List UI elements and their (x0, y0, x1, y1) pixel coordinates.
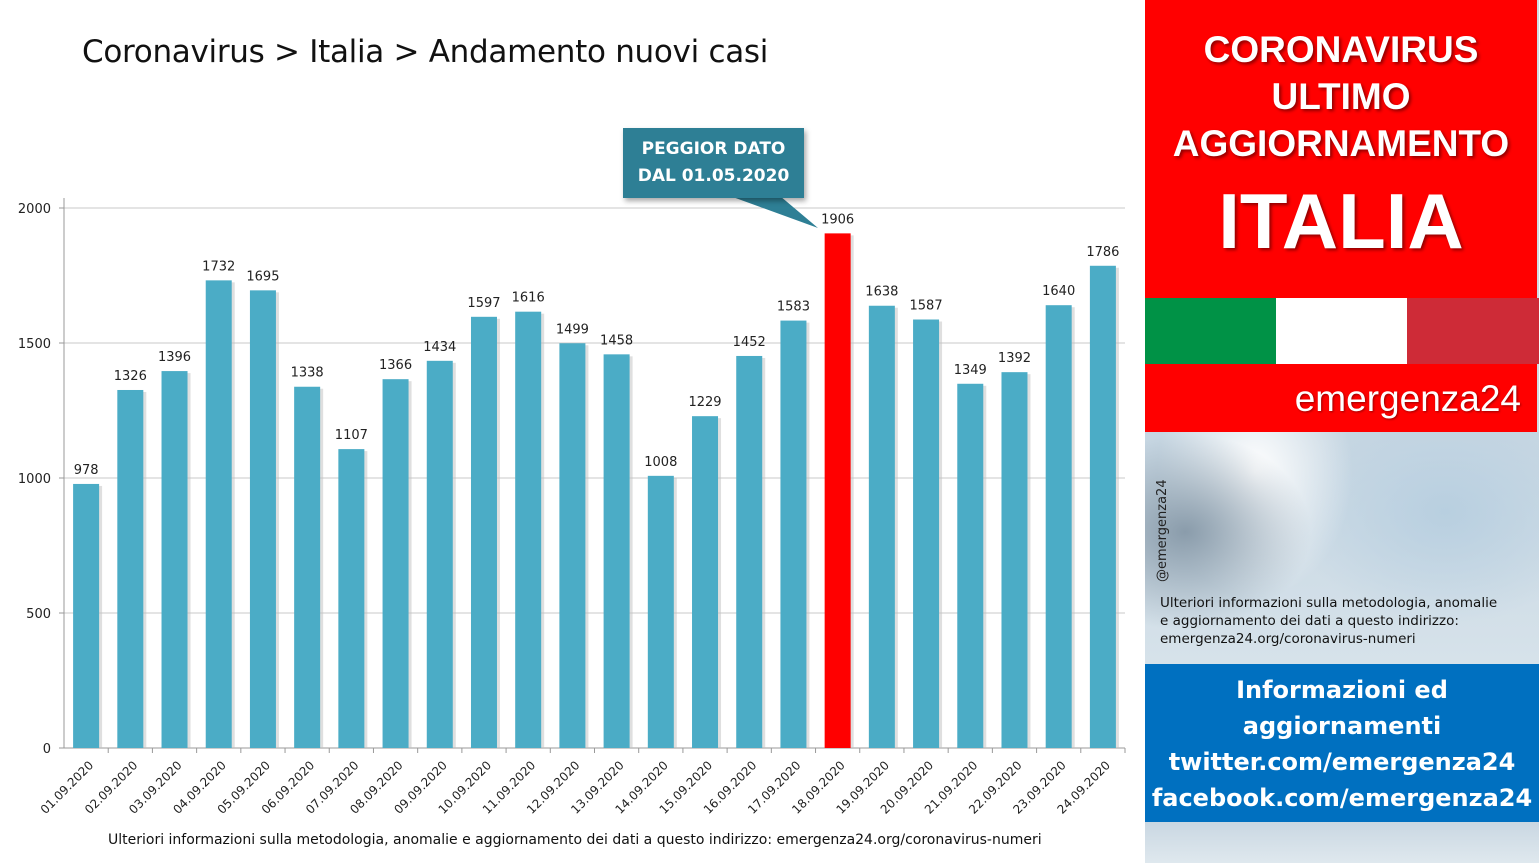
data-label: 1906 (821, 212, 854, 227)
chart-axes (59, 198, 1126, 753)
footer-note: Ulteriori informazioni sulla metodologia… (108, 832, 1042, 848)
data-label: 1338 (291, 366, 324, 381)
data-label: 1597 (467, 296, 500, 311)
x-tick-labels: 01.09.202002.09.202003.09.202004.09.2020… (38, 758, 1113, 816)
bar (1089, 265, 1116, 748)
y-tick-label: 0 (43, 742, 51, 757)
header-line-3: AGGIORNAMENTO (1172, 123, 1510, 164)
bar (780, 320, 807, 748)
bar (205, 280, 232, 748)
data-label: 1587 (910, 299, 943, 314)
data-label: 1229 (688, 395, 721, 410)
data-label: 1008 (644, 455, 677, 470)
panel-note-line2: e aggiornamento dei dati a questo indiri… (1160, 613, 1459, 629)
data-label: 1732 (202, 259, 235, 274)
right-panel: CORONAVIRUS ULTIMO AGGIORNAMENTO ITALIA … (1145, 0, 1539, 863)
bar (1001, 372, 1028, 748)
bar (426, 360, 453, 748)
flag-green-stripe (1145, 298, 1276, 364)
data-label: 1392 (998, 351, 1031, 366)
data-label: 1786 (1086, 245, 1119, 260)
bar-highlight (824, 233, 851, 748)
y-tick-labels: 0 500 1000 1500 2000 (18, 202, 51, 757)
bar (957, 383, 984, 748)
bottom-strip (1145, 822, 1539, 863)
data-label: 1396 (158, 350, 191, 365)
bar (470, 316, 497, 748)
y-tick-label: 1500 (18, 337, 51, 352)
social-handle: @emergenza24 (1155, 479, 1170, 582)
flag-white-stripe (1276, 298, 1407, 364)
bar (515, 311, 542, 748)
data-label: 1107 (335, 428, 368, 443)
bar (559, 343, 586, 748)
callout-box: PEGGIOR DATO DAL 01.05.2020 (623, 128, 804, 198)
bar (692, 416, 719, 748)
data-label: 1366 (379, 358, 412, 373)
data-label: 1452 (733, 335, 766, 350)
bar (603, 354, 630, 748)
header-line-2: ULTIMO (1271, 76, 1411, 117)
bar (73, 483, 100, 748)
data-label: 1499 (556, 322, 589, 337)
data-label: 978 (74, 463, 99, 478)
background-photo: @emergenza24 Ulteriori informazioni sull… (1145, 432, 1539, 664)
panel-note-line3: emergenza24.org/coronavirus-numeri (1160, 631, 1416, 647)
bars (73, 233, 1119, 748)
grid-lines (64, 207, 1125, 614)
data-label: 1326 (114, 369, 147, 384)
update-header: CORONAVIRUS ULTIMO AGGIORNAMENTO ITALIA (1145, 0, 1537, 298)
info-line1: Informazioni ed (1236, 676, 1448, 704)
info-line2: aggiornamenti (1242, 712, 1442, 740)
page-title: Coronavirus > Italia > Andamento nuovi c… (82, 34, 769, 70)
info-box: Informazioni ed aggiornamenti twitter.co… (1145, 664, 1539, 822)
bar (1045, 305, 1072, 748)
facebook-link[interactable]: facebook.com/emergenza24 (1151, 784, 1533, 812)
callout-line2: DAL 01.05.2020 (637, 166, 790, 186)
data-label: 1616 (512, 291, 545, 306)
y-tick-label: 2000 (18, 202, 51, 217)
data-label: 1695 (246, 269, 279, 284)
data-label: 1640 (1042, 284, 1075, 299)
bar (868, 305, 895, 748)
bar-chart: 978 1326 1396 1732 1695 1338 1107 1366 1434 1597 1… (18, 196, 1126, 817)
y-tick-label: 1000 (18, 472, 51, 487)
data-label: 1458 (600, 333, 633, 348)
bar (338, 449, 365, 748)
bar (647, 475, 674, 748)
bar (249, 290, 276, 748)
bar (913, 319, 940, 748)
header-country: ITALIA (1218, 177, 1464, 265)
data-label: 1583 (777, 300, 810, 315)
bar (294, 386, 321, 748)
y-tick-label: 500 (26, 607, 51, 622)
data-label: 1434 (423, 340, 456, 355)
bar (117, 389, 144, 748)
panel-note: Ulteriori informazioni sulla metodologia… (1160, 594, 1530, 648)
bar (161, 371, 188, 748)
data-label: 1349 (954, 363, 987, 378)
data-labels: 978 1326 1396 1732 1695 1338 1107 1366 1434 1597 1… (74, 212, 1120, 478)
brand-label: emergenza24 (1145, 364, 1537, 432)
callout-pointer (730, 196, 818, 228)
flag-red-stripe (1407, 298, 1539, 364)
header-line-1: CORONAVIRUS (1203, 29, 1479, 70)
twitter-link[interactable]: twitter.com/emergenza24 (1168, 748, 1516, 776)
callout-line1: PEGGIOR DATO (641, 139, 786, 159)
bar (382, 379, 409, 748)
data-label: 1638 (865, 285, 898, 300)
italian-flag (1145, 298, 1539, 364)
bar (736, 355, 763, 748)
panel-note-line1: Ulteriori informazioni sulla metodologia… (1160, 595, 1498, 611)
